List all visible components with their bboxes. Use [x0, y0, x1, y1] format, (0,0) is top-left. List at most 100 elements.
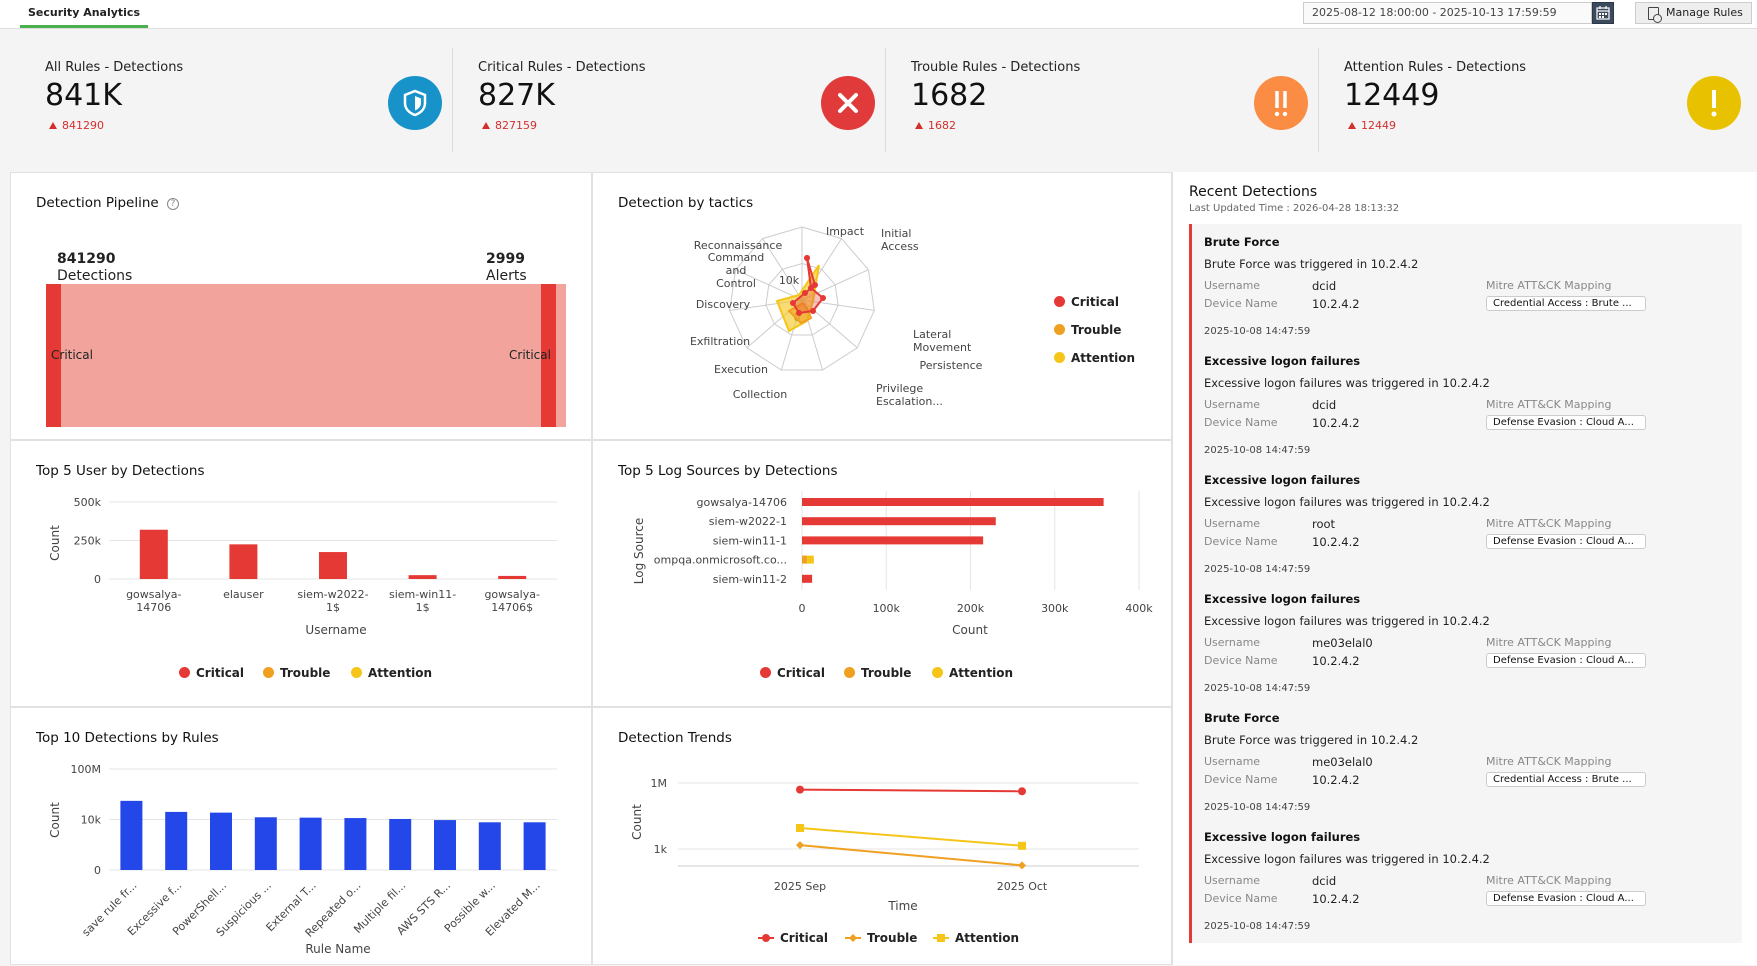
- detection-card[interactable]: Excessive logon failures Excessive logon…: [1189, 581, 1742, 705]
- detection-card[interactable]: Excessive logon failures Excessive logon…: [1189, 819, 1742, 943]
- bar[interactable]: [139, 529, 168, 579]
- device-name-label: Device Name: [1204, 535, 1278, 548]
- mitre-label: Mitre ATT&CK Mapping: [1486, 874, 1612, 887]
- username-label: Username: [1204, 517, 1261, 530]
- radar-point[interactable]: [796, 310, 802, 316]
- bar[interactable]: [802, 517, 996, 526]
- kpi-attention-rules[interactable]: Attention Rules - Detections 12449 12449: [1344, 42, 1757, 152]
- trend-line[interactable]: [799, 827, 1023, 847]
- device-name-value: 10.2.4.2: [1312, 535, 1360, 549]
- bar[interactable]: [254, 817, 277, 870]
- bar[interactable]: [802, 498, 1104, 506]
- legend-trouble[interactable]: Trouble: [263, 666, 330, 680]
- bar[interactable]: [523, 822, 546, 870]
- bar[interactable]: [802, 555, 808, 564]
- kpi-all-rules[interactable]: All Rules - Detections 841K 841290: [45, 42, 478, 152]
- legend-trouble[interactable]: Trouble: [1054, 323, 1121, 337]
- trend-point[interactable]: [796, 841, 804, 850]
- radar-point[interactable]: [810, 308, 816, 314]
- detection-title: Brute Force: [1204, 711, 1280, 725]
- exclamation-icon: [1687, 76, 1741, 130]
- top5-log-sources-chart[interactable]: 0 100k 200k 300k 400k Count Log Source gowsalya…: [593, 441, 1173, 708]
- detection-card[interactable]: Excessive logon failures Excessive logon…: [1189, 343, 1742, 467]
- bar[interactable]: [498, 575, 527, 579]
- radar-point[interactable]: [820, 295, 826, 301]
- trend-point[interactable]: [796, 824, 804, 833]
- trend-point[interactable]: [1018, 787, 1026, 796]
- date-range-input[interactable]: 2025-08-12 18:00:00 - 2025-10-13 17:59:5…: [1303, 2, 1592, 24]
- legend-trouble[interactable]: Trouble: [845, 931, 917, 945]
- username-value: root: [1312, 517, 1336, 531]
- mitre-tag[interactable]: Credential Access : Brute ...: [1486, 296, 1646, 311]
- bar[interactable]: [802, 574, 813, 583]
- pipeline-detections-value: 841290: [57, 251, 116, 267]
- panel-top5-user: Top 5 User by Detections 500k 250k 0 Count g…: [10, 440, 592, 707]
- legend-critical[interactable]: Critical: [179, 666, 244, 680]
- trend-point[interactable]: [1018, 841, 1026, 850]
- legend-critical[interactable]: Critical: [1054, 295, 1119, 309]
- username-label: Username: [1204, 398, 1261, 411]
- bar[interactable]: [344, 818, 367, 870]
- username-value: me03elal0: [1312, 636, 1373, 650]
- legend-attention[interactable]: Attention: [351, 666, 432, 680]
- manage-rules-button[interactable]: Manage Rules: [1635, 2, 1752, 24]
- top5-user-chart[interactable]: 500k 250k 0 Count gowsalya-14706 elauser siem-…: [11, 441, 593, 708]
- bar[interactable]: [165, 811, 188, 870]
- bar[interactable]: [408, 575, 437, 579]
- bar[interactable]: [434, 820, 456, 870]
- trend-point[interactable]: [796, 785, 804, 794]
- mitre-tag[interactable]: Credential Access : Brute ...: [1486, 772, 1646, 787]
- calendar-button[interactable]: [1592, 2, 1614, 24]
- bar[interactable]: [120, 800, 143, 870]
- y-tick-label: 10k: [81, 814, 102, 827]
- y-tick-label: ompqa.onmicrosoft.co...: [654, 554, 787, 567]
- detection-time: 2025-10-08 14:47:59: [1204, 445, 1311, 456]
- kpi-critical-rules[interactable]: Critical Rules - Detections 827K 827159: [478, 42, 911, 152]
- legend-attention[interactable]: Attention: [1054, 351, 1135, 365]
- trend-point[interactable]: [1018, 861, 1026, 870]
- bar[interactable]: [389, 818, 412, 870]
- radar-point[interactable]: [790, 300, 796, 306]
- tactic-label: Discovery: [696, 298, 751, 311]
- legend-trouble[interactable]: Trouble: [844, 666, 911, 680]
- mitre-tag[interactable]: Defense Evasion : Cloud A...: [1486, 534, 1646, 549]
- bar[interactable]: [802, 536, 984, 545]
- legend-critical[interactable]: Critical: [760, 666, 825, 680]
- mitre-tag[interactable]: Defense Evasion : Cloud A...: [1486, 653, 1646, 668]
- trend-line[interactable]: [799, 844, 1023, 867]
- pipeline-flow[interactable]: [46, 284, 566, 427]
- legend-attention[interactable]: Attention: [933, 931, 1019, 945]
- bar[interactable]: [229, 544, 258, 579]
- bar[interactable]: [319, 552, 347, 579]
- pipeline-node-left[interactable]: [46, 284, 61, 427]
- kpi-trouble-rules[interactable]: Trouble Rules - Detections 1682 1682: [911, 42, 1344, 152]
- radar-point[interactable]: [812, 282, 818, 288]
- radar-point[interactable]: [804, 255, 810, 261]
- y-tick-label: 500k: [74, 496, 102, 509]
- detection-card[interactable]: Brute Force Brute Force was triggered in…: [1189, 700, 1742, 824]
- tab-security-analytics[interactable]: Security Analytics: [20, 0, 148, 28]
- mitre-tag[interactable]: Defense Evasion : Cloud A...: [1486, 415, 1646, 430]
- y-axis-title: Count: [630, 804, 644, 840]
- trend-line[interactable]: [799, 788, 1023, 793]
- bar[interactable]: [807, 555, 814, 564]
- pipeline-node-right[interactable]: [541, 284, 556, 427]
- panel-detection-pipeline: Detection Pipeline ? 841290 Detections 2…: [10, 172, 592, 440]
- legend-attention[interactable]: Attention: [932, 666, 1013, 680]
- bar[interactable]: [478, 822, 501, 870]
- radar-point[interactable]: [802, 290, 808, 296]
- help-icon[interactable]: ?: [167, 198, 180, 210]
- x-tick-label: elauser: [223, 588, 264, 601]
- bar[interactable]: [210, 812, 232, 870]
- mitre-tag[interactable]: Defense Evasion : Cloud A...: [1486, 891, 1646, 906]
- kpi-title: Critical Rules - Detections: [478, 60, 646, 75]
- radar-chart[interactable]: Impact Initial Access Lateral Movement Persis…: [593, 173, 1173, 441]
- detection-trends-chart[interactable]: 1M 1k Count 2025 Sep 2025 Oct Time Critical Tro…: [593, 708, 1173, 966]
- detection-card[interactable]: Excessive logon failures Excessive logon…: [1189, 462, 1742, 586]
- bar[interactable]: [299, 817, 322, 870]
- legend-critical[interactable]: Critical: [758, 931, 828, 945]
- username-label: Username: [1204, 636, 1261, 649]
- detection-card[interactable]: Brute Force Brute Force was triggered in…: [1189, 224, 1742, 348]
- panel-title: Detection by tactics: [618, 195, 754, 211]
